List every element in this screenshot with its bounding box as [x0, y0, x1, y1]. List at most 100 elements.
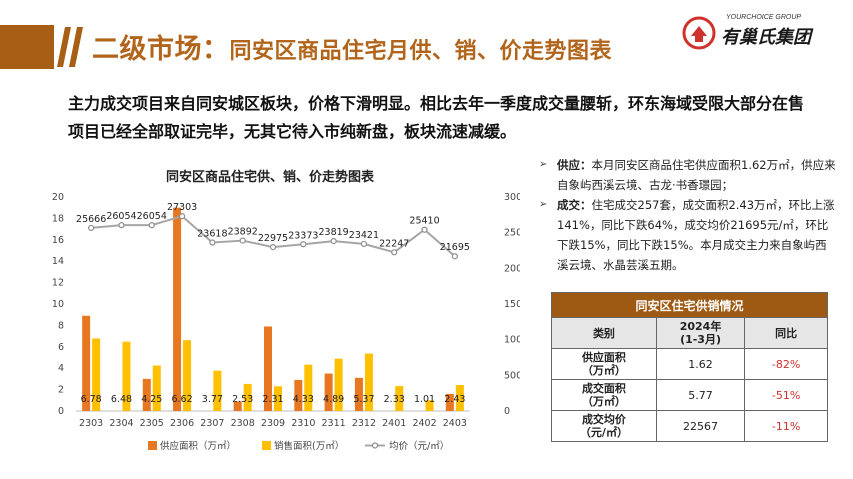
sales-data-label: 4.89 [323, 394, 344, 405]
table-row: 成交均价 （元/㎡） 22567 -11% [551, 410, 828, 442]
sales-bar [243, 383, 252, 411]
chart-title: 同安区商品住宅供、销、价走势图表 [165, 170, 374, 185]
price-data-label: 22247 [379, 238, 409, 249]
sales-data-label: 2.43 [444, 394, 465, 405]
y-left-tick-label: 2 [58, 385, 64, 396]
bullet-text: 本月同安区商品住宅供应面积1.62万㎡，供应来自象屿西溪云境、古龙·书香璟园； [557, 158, 836, 192]
price-point [360, 240, 368, 248]
sales-data-label: 1.01 [414, 394, 435, 405]
table-header-category: 类别 [551, 317, 657, 349]
y-right-tick-label: 0 [504, 406, 510, 417]
x-tick-label: 2305 [140, 418, 164, 429]
header-accent-bar [0, 25, 54, 69]
y-left-tick-label: 18 [52, 213, 64, 224]
sales-data-label: 2.53 [232, 394, 253, 405]
table-row-label: 成交面积 （万㎡） [551, 379, 657, 411]
legend-swatch-supply [148, 441, 157, 450]
table-row-value: 22567 [655, 410, 746, 442]
table-row-value: 5.77 [655, 379, 746, 411]
x-tick-label: 2310 [291, 418, 315, 429]
sales-bar [183, 340, 192, 411]
price-point [451, 253, 458, 260]
sales-bar [304, 364, 313, 411]
price-data-label: 23421 [349, 230, 379, 241]
trend-chart: 0 2 4 6 8 10 12 14 16 18 20 0 5000 10000 15000 20000 250… [40, 160, 520, 460]
y-left-tick-label: 8 [58, 320, 64, 331]
bullet-supply: ➢ 供应：本月同安区商品住宅供应面积1.62万㎡，供应来自象屿西溪云境、古龙·书… [537, 155, 837, 195]
price-data-label: 23892 [228, 227, 258, 238]
sales-bar [395, 386, 404, 411]
logo-icon [682, 16, 716, 50]
y-left-tick-label: 12 [52, 278, 64, 289]
page-title-main: 二级市场： [92, 34, 230, 65]
price-data-label: 23819 [318, 227, 348, 238]
price-data-label: 21695 [440, 242, 470, 253]
price-data-label: 25666 [76, 214, 106, 225]
table-row-label: 供应面积 （万㎡） [551, 348, 657, 380]
price-point [148, 222, 155, 229]
y-left-tick-label: 0 [58, 406, 64, 417]
y-left-tick-label: 10 [52, 299, 64, 310]
price-point [300, 241, 307, 248]
sales-data-label: 2.31 [262, 394, 283, 405]
x-tick-label: 2309 [261, 418, 285, 429]
x-tick-label: 2402 [412, 418, 436, 429]
sales-data-label: 6.62 [171, 394, 192, 405]
sales-bar [213, 370, 222, 411]
bullet-text: 住宅成交257套，成交面积2.43万㎡，环比上涨141%，同比下跌64%，成交均… [557, 198, 835, 272]
logo-small-text: YOURCHOICE GROUP [726, 14, 802, 21]
price-data-label: 26054 [106, 211, 136, 222]
price-point [239, 237, 246, 244]
table-row-yoy: -51% [744, 379, 828, 411]
supply-bar [233, 401, 242, 411]
table-row-label: 成交均价 （元/㎡） [551, 410, 657, 442]
sales-bar [425, 400, 434, 411]
supply-bar [173, 207, 182, 411]
price-point [88, 224, 95, 232]
page-title: 二级市场：同安区商品住宅月供、销、价走势图表 [92, 27, 612, 66]
y-right-tick-label: 20000 [504, 263, 520, 274]
sales-data-label: 6.48 [111, 394, 132, 405]
price-data-label: 23618 [197, 229, 227, 240]
sales-bar [92, 338, 101, 411]
y-right-tick-label: 25000 [504, 228, 520, 239]
x-tick-label: 2311 [322, 418, 346, 429]
analysis-bullets: ➢ 供应：本月同安区商品住宅供应面积1.62万㎡，供应来自象屿西溪云境、古龙·书… [537, 155, 837, 275]
sales-bar [364, 353, 373, 411]
sales-bar [455, 384, 464, 411]
price-point [118, 222, 125, 229]
sales-data-label: 4.33 [293, 394, 314, 405]
supply-bar [142, 378, 151, 411]
sales-data-label: 5.37 [353, 394, 374, 405]
x-tick-label: 2308 [231, 418, 255, 429]
table-caption: 同安区住宅供销情况 [551, 292, 828, 318]
x-tick-label: 2403 [443, 418, 467, 429]
table-header-period: 2024年 (1-3月) [655, 317, 746, 349]
price-data-label: 23373 [288, 230, 318, 241]
headline-summary: 主力成交项目来自同安城区板块，价格下滑明显。相比去年一季度成交量腰斩，环东海域受… [68, 94, 805, 141]
legend-swatch-sales [262, 441, 271, 450]
sales-data-label: 6.78 [81, 394, 102, 405]
price-data-label: 27303 [167, 202, 197, 213]
y-right-tick-label: 15000 [504, 299, 520, 310]
legend-marker-price [371, 442, 379, 449]
supply-bar [445, 393, 454, 411]
arrow-bullet-icon: ➢ [539, 199, 548, 210]
sales-bar [274, 386, 282, 411]
price-point [421, 226, 428, 233]
bullet-keyword: 成交： [557, 198, 592, 212]
y-left-tick-label: 14 [52, 256, 64, 267]
price-point [269, 244, 277, 251]
supply-bar [354, 377, 363, 411]
supply-bar [324, 373, 333, 411]
sales-data-label: 3.77 [202, 394, 223, 405]
x-tick-label: 2312 [352, 418, 376, 429]
legend-label-supply: 供应面积（万㎡） [160, 440, 236, 452]
logo-name: 有巢氏集团 [721, 27, 811, 48]
bullet-keyword: 供应： [557, 158, 592, 172]
table-row: 成交面积 （万㎡） 5.77 -51% [551, 379, 828, 411]
table-row: 供应面积 （万㎡） 1.62 -82% [551, 348, 828, 380]
table-row-yoy: -11% [744, 410, 828, 442]
arrow-bullet-icon: ➢ [539, 159, 548, 170]
legend-label-sales: 销售面积(万㎡） [274, 440, 344, 452]
